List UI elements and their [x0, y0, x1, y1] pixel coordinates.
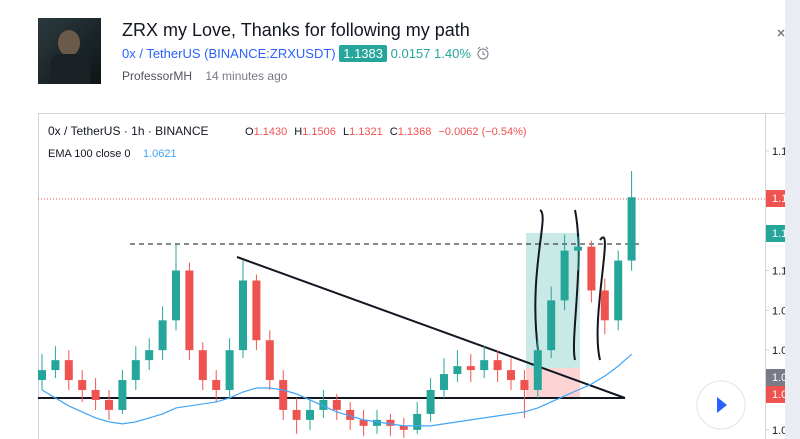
- candle-body: [185, 270, 194, 351]
- ema-value: 1.0621: [143, 148, 177, 160]
- c-label: C: [390, 126, 398, 138]
- y-tick-label: 1.060: [772, 345, 785, 357]
- price-label-bg: [766, 190, 785, 207]
- exchange-link[interactable]: (BINANCE:ZRXUSDT): [204, 46, 336, 61]
- candle-body: [131, 360, 140, 381]
- y-tick-label: 1.020: [772, 425, 785, 437]
- candle-body: [306, 409, 314, 420]
- author-row: ProfessorMH 14 minutes ago: [122, 69, 287, 83]
- candle-body: [279, 380, 288, 410]
- price-badge: 1.1383: [339, 45, 387, 62]
- c-value: 1.1368: [398, 126, 432, 138]
- candle-body: [627, 197, 636, 261]
- candle-body: [332, 399, 341, 410]
- side-panel: [785, 0, 800, 439]
- candle-body: [51, 360, 60, 371]
- candle-body: [346, 409, 355, 420]
- price-label: 1.136: [772, 193, 785, 205]
- candle-body: [440, 374, 448, 391]
- candle-body: [64, 360, 73, 381]
- l-label: L: [343, 126, 349, 138]
- alert-icon[interactable]: [475, 46, 491, 60]
- candle-body: [158, 320, 167, 351]
- trend-line: [236, 256, 626, 399]
- symbol-row: 0x / TetherUS (BINANCE:ZRXUSDT) 1.1383 0…: [122, 45, 491, 62]
- candle-body: [547, 300, 556, 351]
- h-label: H: [294, 126, 302, 138]
- candle-body: [78, 380, 87, 391]
- candle-body: [587, 246, 596, 291]
- delta: −0.0062 (−0.54%): [438, 126, 526, 138]
- candle-body: [105, 399, 113, 410]
- candle-body: [614, 260, 623, 321]
- candle-body: [319, 399, 328, 410]
- candle-body: [386, 419, 395, 426]
- o-value: 1.1430: [254, 126, 288, 138]
- price-label-bg: [766, 386, 785, 403]
- candle-body: [225, 350, 234, 391]
- candle-body: [239, 280, 247, 351]
- candle-body: [574, 246, 582, 251]
- price-change-pct: 1.40%: [434, 46, 471, 61]
- candle-body: [453, 366, 462, 375]
- play-icon: [717, 397, 727, 413]
- symbol-link[interactable]: 0x / TetherUS: [122, 46, 201, 61]
- candle-body: [359, 419, 368, 426]
- candle-body: [198, 350, 207, 381]
- legend-symbol: 0x / TetherUS · 1h · BINANCE: [48, 124, 209, 138]
- author[interactable]: ProfessorMH: [122, 69, 193, 83]
- post-time: 14 minutes ago: [205, 69, 288, 83]
- ema-line: [41, 353, 632, 427]
- candle-body: [533, 350, 542, 391]
- candle-body: [118, 380, 127, 410]
- candle-body: [560, 250, 569, 301]
- price-label-bg: [766, 225, 785, 242]
- candle-body: [493, 360, 502, 371]
- candle-body: [480, 360, 489, 371]
- candle-body: [172, 270, 180, 321]
- candle-body: [520, 380, 529, 391]
- l-value: 1.1321: [349, 126, 383, 138]
- candle-body: [600, 290, 609, 321]
- idea-title: ZRX my Love, Thanks for following my pat…: [122, 20, 470, 40]
- y-tick-label: 1.100: [772, 266, 785, 278]
- price-change: 0.0157: [390, 46, 431, 61]
- candle-body: [212, 380, 221, 391]
- candle-body: [466, 366, 475, 371]
- candle-body: [38, 370, 46, 381]
- price-label: 1.03: [772, 389, 785, 401]
- price-label-bg: [766, 369, 785, 386]
- candle-body: [265, 340, 274, 381]
- price-label: 1.04: [772, 372, 785, 384]
- avatar[interactable]: [38, 18, 101, 84]
- hand-drawn-path: [534, 209, 606, 361]
- candle-body: [292, 409, 301, 420]
- y-tick-label: 1.080: [772, 305, 785, 317]
- close-icon[interactable]: [776, 28, 785, 42]
- y-tick-label: 1.160: [772, 146, 785, 158]
- price-label: 1.118: [772, 228, 785, 240]
- candle-body: [426, 390, 435, 414]
- candle-body: [145, 350, 154, 361]
- h-value: 1.1506: [302, 126, 336, 138]
- candle-body: [413, 413, 422, 430]
- candle-body: [399, 425, 408, 430]
- chart-frame: [38, 113, 785, 439]
- ema-label: EMA 100 close 0: [48, 148, 131, 160]
- candle-body: [91, 390, 100, 400]
- o-label: O: [245, 126, 254, 138]
- candle-body: [373, 419, 381, 426]
- candle-body: [252, 280, 261, 341]
- legend-ohlc: O1.1430 H1.1506 L1.1321 C1.1368 −0.0062 …: [245, 126, 527, 138]
- candle-body: [507, 370, 515, 381]
